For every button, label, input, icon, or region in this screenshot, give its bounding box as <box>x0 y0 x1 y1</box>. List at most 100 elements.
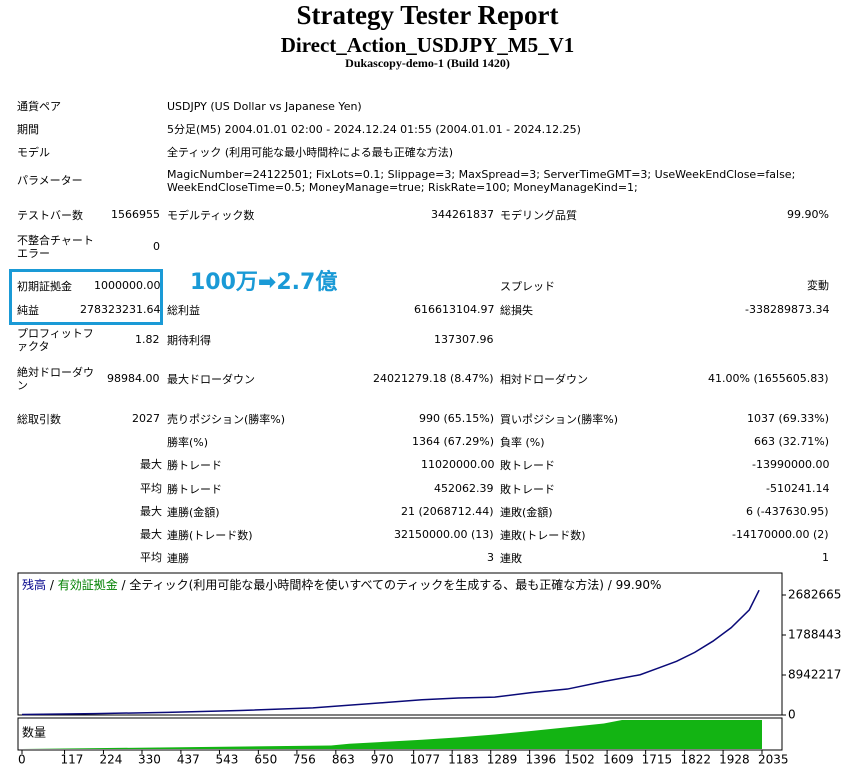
stat-label: 初期証拠金 <box>17 279 72 293</box>
stat-value: 41.00% (1655605.83) <box>708 372 829 385</box>
info-value: USDJPY (US Dollar vs Japanese Yen) <box>167 100 362 113</box>
stat-label: 連勝(トレード数) <box>167 528 253 542</box>
stat-label: モデルティック数 <box>167 208 255 222</box>
subtitle: Direct_Action_USDJPY_M5_V1 <box>280 33 575 57</box>
stat-value: 452062.39 <box>434 482 494 495</box>
equity-line <box>21 589 760 716</box>
stat-label: 売りポジション(勝率%) <box>167 412 286 426</box>
x-tick-label: 2035 <box>758 753 789 767</box>
x-tick-label: 1928 <box>719 753 750 767</box>
stat-value: 616613104.97 <box>414 303 495 316</box>
y-tick-label: 1788443 <box>788 628 841 642</box>
x-tick-label: 330 <box>138 753 161 767</box>
y-tick-label: 8942217 <box>788 668 841 682</box>
stat-value: 変動 <box>807 279 829 292</box>
stat-value: 0 <box>153 240 160 253</box>
x-tick-label: 863 <box>332 753 355 767</box>
stat-value: -338289873.34 <box>745 303 830 316</box>
x-tick-label: 970 <box>371 753 394 767</box>
x-tick-label: 1822 <box>681 753 712 767</box>
stat-value: 1000000.00 <box>94 279 161 292</box>
x-tick-label: 756 <box>293 753 316 767</box>
stat-label: 勝率(%) <box>167 435 209 449</box>
x-tick-label: 1502 <box>564 753 595 767</box>
stat-prefix: 最大 <box>140 528 162 541</box>
info-value: 全ティック (利用可能な最小時間枠による最も正確な方法) <box>167 146 454 159</box>
stat-label: スプレッド <box>500 279 555 293</box>
stat-label: 勝トレード <box>167 458 222 472</box>
info-label: 期間 <box>17 123 39 136</box>
stat-label: 買いポジション(勝率%) <box>500 412 619 426</box>
stat-label: 総損失 <box>500 303 533 317</box>
stat-label: 連敗(トレード数) <box>500 528 586 542</box>
annotation: 100万➡2.7億 <box>190 270 338 295</box>
stat-value: -14170000.00 (2) <box>732 528 829 541</box>
stat-value: 2027 <box>132 412 160 425</box>
legend-part: 残高 <box>22 577 46 592</box>
stat-label: プロフィットファクタ <box>17 327 94 353</box>
stat-value: 1364 (67.29%) <box>412 435 495 448</box>
stat-value: -510241.14 <box>766 482 830 495</box>
y-tick-label: 2682665 <box>788 588 841 602</box>
legend-part: / 全ティック(利用可能な最小時間枠を使いすべてのティックを生成する、最も正確な… <box>118 577 662 592</box>
stat-value: 11020000.00 <box>421 458 495 471</box>
stat-value: 990 (65.15%) <box>419 412 495 425</box>
legend-part: / <box>46 578 58 592</box>
stat-label: 勝トレード <box>167 482 222 496</box>
stat-label: 連勝 <box>167 551 189 565</box>
volume-area <box>22 720 762 749</box>
stat-value: 99.90% <box>787 208 829 221</box>
stat-prefix: 最大 <box>140 505 162 518</box>
x-tick-label: 543 <box>215 753 238 767</box>
stat-value: 3 <box>487 551 494 564</box>
x-tick-label: 1183 <box>448 753 479 767</box>
legend: 残高 / 有効証拠金 / 全ティック(利用可能な最小時間枠を使いすべてのティック… <box>22 577 661 592</box>
stat-label: 負率 (%) <box>500 435 545 449</box>
stat-label: 連勝(金額) <box>167 505 220 519</box>
x-tick-label: 437 <box>177 753 200 767</box>
info-value: MagicNumber=24122501; FixLots=0.1; Slipp… <box>167 168 796 194</box>
stat-value: 1037 (69.33%) <box>747 412 830 425</box>
x-tick-label: 1715 <box>642 753 673 767</box>
plot-frame <box>17 572 783 716</box>
stat-label: 連敗 <box>500 551 522 565</box>
stat-label: モデリング品質 <box>500 208 577 222</box>
stat-value: 344261837 <box>431 208 494 221</box>
info-label: モデル <box>17 146 50 159</box>
stat-label: 敗トレード <box>500 458 555 472</box>
legend-part: 有効証拠金 <box>58 577 118 592</box>
y-tick-label: 0 <box>788 708 796 722</box>
info-label: 通貨ペア <box>17 100 61 113</box>
stat-value: 1.82 <box>135 333 160 346</box>
stat-prefix: 平均 <box>140 482 162 495</box>
title: Strategy Tester Report <box>296 0 559 30</box>
stat-label: 純益 <box>17 303 39 317</box>
x-tick-label: 1609 <box>603 753 634 767</box>
x-tick-label: 1077 <box>410 753 441 767</box>
stat-value: 24021279.18 (8.47%) <box>373 372 494 385</box>
stat-label: 期待利得 <box>167 333 211 347</box>
stat-label: 絶対ドローダウン <box>17 366 94 392</box>
stat-prefix: 平均 <box>140 551 162 564</box>
stat-value: 21 (2068712.44) <box>401 505 494 518</box>
stat-value: 278323231.64 <box>80 303 161 316</box>
info-label: パラメーター <box>17 174 83 187</box>
x-tick-label: 0 <box>18 753 26 767</box>
stat-value: 6 (-437630.95) <box>746 505 829 518</box>
stat-label: 連敗(金額) <box>500 505 553 519</box>
stat-value: 98984.00 <box>107 372 160 385</box>
x-tick-label: 1396 <box>526 753 557 767</box>
stat-label: 総取引数 <box>17 412 61 426</box>
stat-label: テストバー数 <box>17 208 83 222</box>
stat-label: 最大ドローダウン <box>167 372 255 386</box>
volume-label: 数量 <box>22 725 46 740</box>
x-tick-label: 650 <box>254 753 277 767</box>
stat-value: 32150000.00 (13) <box>394 528 494 541</box>
info-value: 5分足(M5) 2004.01.01 02:00 - 2024.12.24 01… <box>167 123 581 136</box>
server: Dukascopy-demo-1 (Build 1420) <box>345 56 510 70</box>
stat-prefix: 最大 <box>140 458 162 471</box>
stat-value: 137307.96 <box>434 333 494 346</box>
stat-value: 1 <box>822 551 829 564</box>
